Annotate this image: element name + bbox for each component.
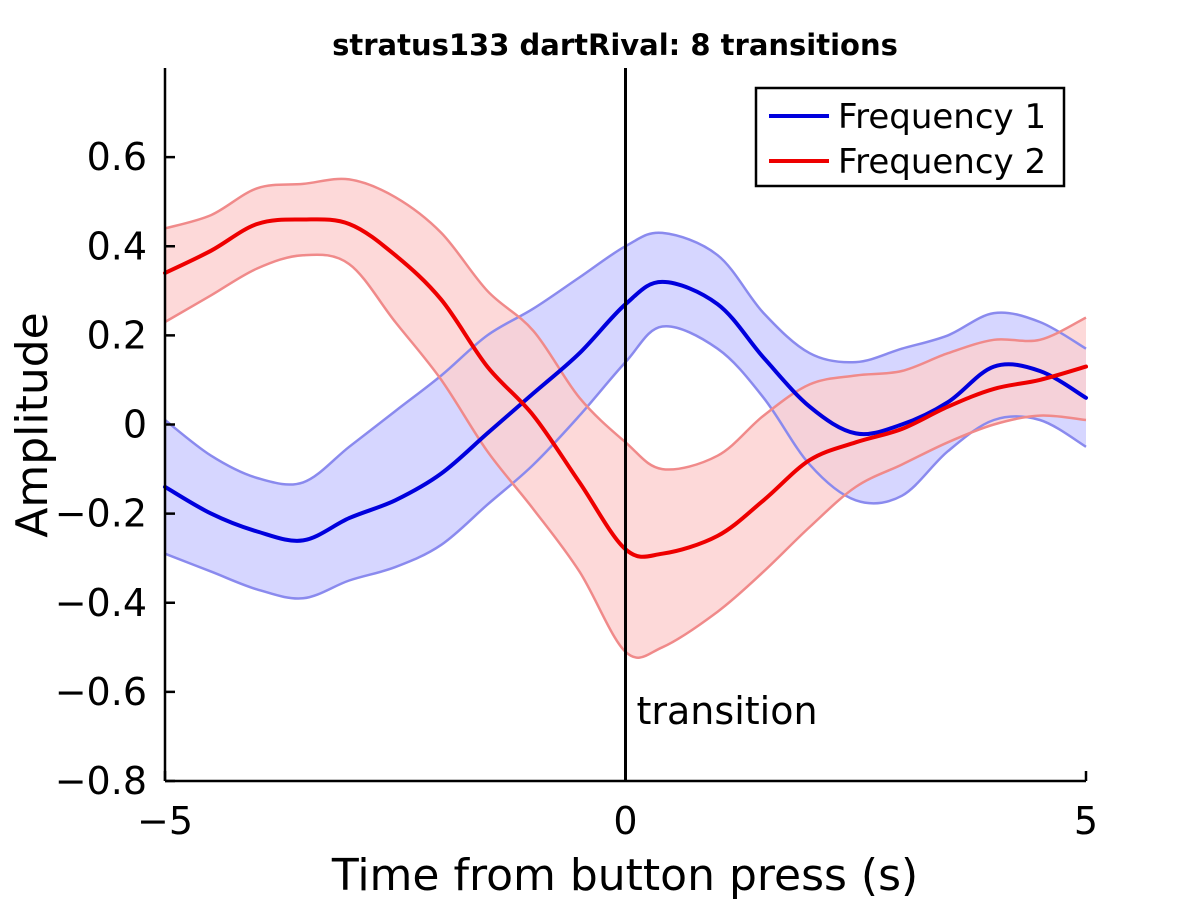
series-2-upper-edge [164, 177, 1087, 471]
legend-label-2: Frequency 2 [838, 142, 1046, 182]
legend: Frequency 1 Frequency 2 [754, 86, 1066, 188]
y-tick-label: 0.4 [87, 224, 147, 268]
legend-label-1: Frequency 1 [838, 97, 1046, 137]
y-tick-label: −0.2 [55, 492, 147, 536]
chart-title: stratus133 dartRival: 8 transitions [332, 28, 898, 62]
series-2-band [165, 178, 1086, 658]
series-1-band [165, 232, 1086, 599]
y-axis-title: Amplitude [7, 312, 58, 537]
y-tick-label: 0.2 [87, 313, 147, 357]
y-tick-label: −0.4 [55, 581, 147, 625]
transition-label: transition [637, 689, 818, 733]
series-2-line [163, 217, 1088, 559]
x-tick-label: −5 [137, 799, 193, 843]
plot-area: transition [163, 68, 1088, 781]
x-axis-title: Time from button press (s) [331, 850, 918, 900]
x-tick-label: 0 [613, 799, 637, 843]
y-tick-label: −0.8 [55, 759, 147, 803]
axes: −0.8 −0.6 −0.4 −0.2 0 0.2 0.4 0.6 −5 0 5 [55, 68, 1098, 843]
y-tick-label: 0 [123, 403, 147, 447]
series-2-lower-edge [164, 253, 1087, 659]
legend-box [754, 86, 1066, 188]
x-tick-label: 5 [1074, 799, 1098, 843]
y-tick-label: −0.6 [55, 670, 147, 714]
y-tick-label: 0.6 [87, 135, 147, 179]
